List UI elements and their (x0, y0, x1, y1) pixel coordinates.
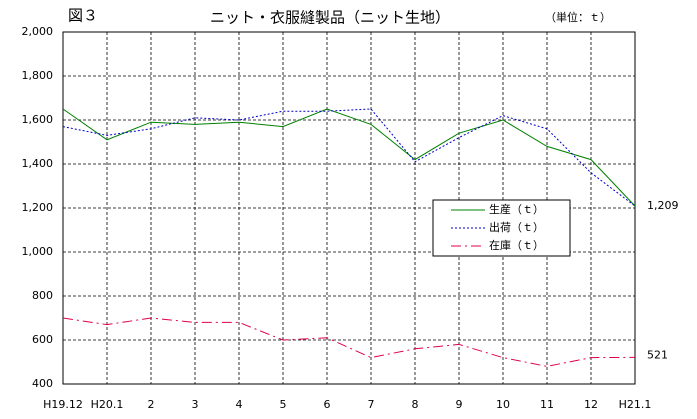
x-tick-label: 9 (456, 398, 463, 411)
series-line (62, 108, 636, 207)
unit-label: （単位：ｔ） (545, 10, 611, 24)
x-tick-label: H21.1 (619, 398, 652, 411)
legend-label: 生産（ｔ） (489, 202, 544, 216)
x-tick-label: 10 (496, 398, 510, 411)
legend-label: 在庫（ｔ） (489, 238, 544, 252)
figure-label: 図３ (68, 7, 98, 25)
y-tick-label: 600 (32, 333, 53, 346)
value-label: 1,209 (647, 199, 679, 212)
y-tick-label: 1,800 (22, 69, 54, 82)
chart-title: ニット・衣服縫製品（ニット生地） (210, 9, 450, 27)
plot-border (62, 31, 636, 385)
y-tick-label: 1,200 (22, 201, 54, 214)
x-tick-label: 12 (584, 398, 598, 411)
x-tick-label: 4 (236, 398, 243, 411)
y-tick-label: 2,000 (22, 25, 54, 38)
y-tick-label: 1,400 (22, 157, 54, 170)
x-tick-label: H20.1 (91, 398, 124, 411)
x-tick-label: 2 (148, 398, 155, 411)
x-tick-label: 5 (280, 398, 287, 411)
x-tick-label: 6 (324, 398, 331, 411)
y-tick-label: 1,600 (22, 113, 54, 126)
x-tick-label: 11 (540, 398, 554, 411)
series-line (62, 108, 636, 207)
value-label: 521 (647, 348, 668, 361)
x-tick-label: 7 (368, 398, 375, 411)
y-tick-label: 1,000 (22, 245, 54, 258)
x-tick-label: 8 (412, 398, 419, 411)
legend-label: 出荷（ｔ） (489, 220, 544, 234)
y-tick-label: 800 (32, 289, 53, 302)
x-tick-label: H19.12 (43, 398, 83, 411)
series-line (62, 317, 636, 367)
x-tick-label: 3 (192, 398, 199, 411)
y-tick-label: 400 (32, 377, 53, 390)
